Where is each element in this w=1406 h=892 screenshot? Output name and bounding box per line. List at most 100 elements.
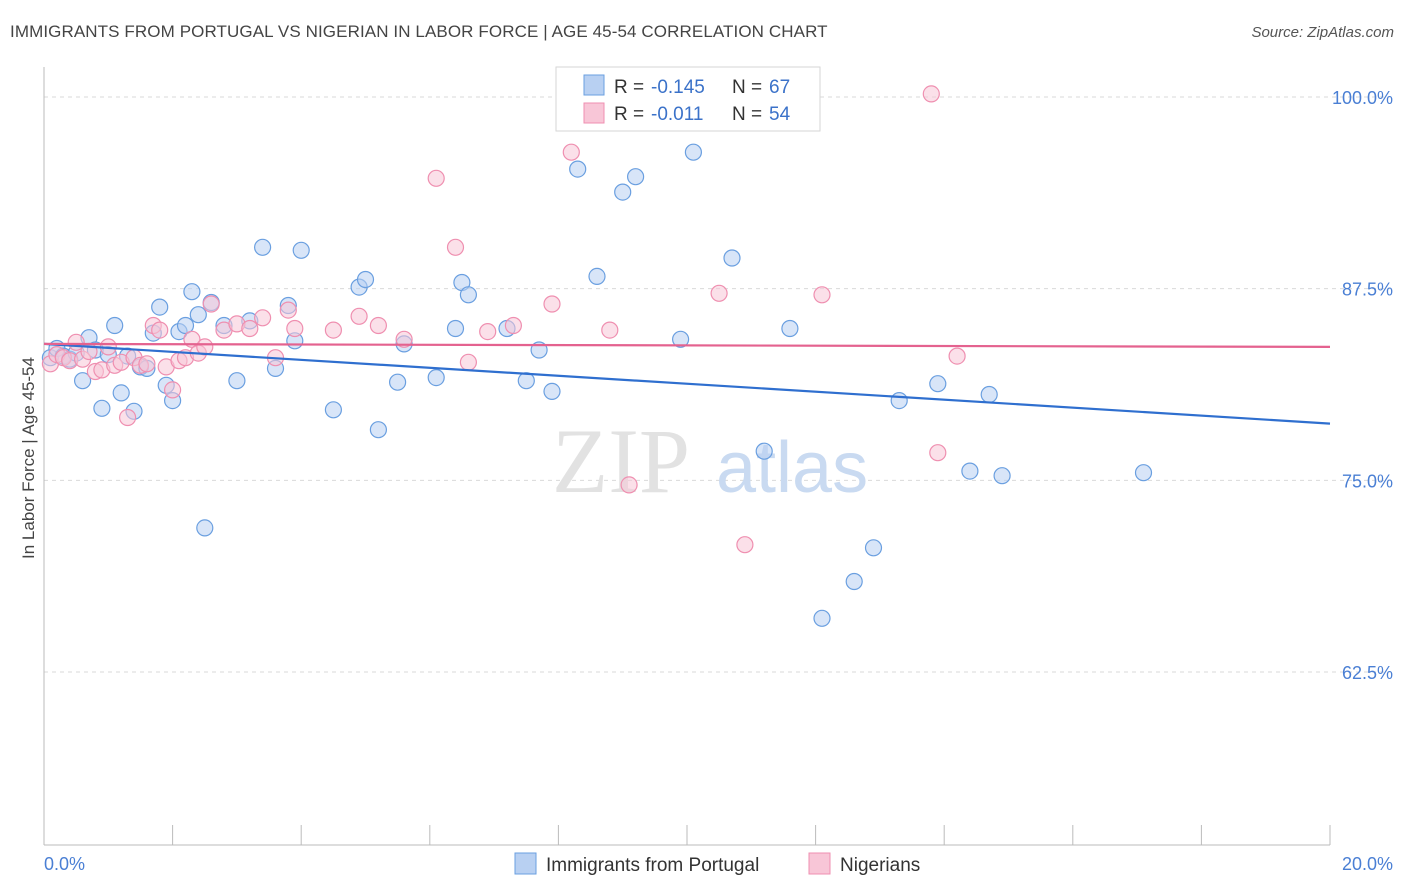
- nigerian-point: [138, 355, 156, 373]
- nigerian-trend-line: [43, 342, 1331, 348]
- series-legend-swatch-nigerians: [808, 852, 831, 875]
- portugal-point: [961, 462, 979, 480]
- nigerian-point: [118, 408, 137, 427]
- portugal-point: [292, 241, 310, 259]
- portugal-point: [369, 421, 387, 439]
- nigerian-point: [620, 476, 638, 494]
- nigerian-point: [446, 238, 465, 256]
- series-legend-swatch-portugal: [514, 852, 537, 875]
- portugal-point: [755, 442, 773, 460]
- y-tick-label: 62.5%: [1342, 663, 1393, 683]
- source-credit: Source: ZipAtlas.com: [1251, 24, 1394, 41]
- nigerian-point: [459, 353, 477, 371]
- portugal-point: [845, 572, 863, 591]
- stats-legend-n-value: 67: [769, 77, 790, 98]
- portugal-point: [723, 249, 741, 267]
- tick-labels: 100.0% 87.5% 75.0% 62.5% 0.0% 20.0%: [44, 88, 1393, 874]
- nigerian-point: [948, 347, 966, 365]
- nigerian-point: [202, 295, 220, 313]
- stats-legend-n-value: 54: [769, 104, 791, 125]
- nigerian-point: [324, 321, 342, 339]
- nigerian-point: [479, 323, 497, 341]
- nigerian-point: [929, 444, 947, 462]
- nigerian-point: [254, 309, 272, 327]
- portugal-point: [671, 330, 690, 348]
- portugal-point: [684, 143, 703, 161]
- y-axis-label: In Labor Force | Age 45-54: [19, 357, 38, 559]
- nigerian-point: [286, 319, 304, 338]
- portugal-point: [1134, 464, 1153, 482]
- stats-legend-r-value: -0.011: [651, 104, 703, 125]
- portugal-point: [929, 375, 947, 393]
- nigerian-point: [279, 301, 297, 319]
- portugal-point: [980, 385, 998, 404]
- series-legend-label-portugal: Immigrants from Portugal: [546, 855, 759, 876]
- nigerian-point: [151, 321, 169, 339]
- nigerian-point: [813, 286, 831, 304]
- nigerian-point: [350, 307, 368, 325]
- nigerian-point: [395, 330, 413, 348]
- nigerian-point: [710, 284, 728, 302]
- portugal-point: [93, 399, 111, 417]
- portugal-point: [254, 238, 272, 256]
- portugal-point: [228, 372, 246, 390]
- portugal-point: [626, 168, 645, 186]
- y-tick-label: 100.0%: [1332, 88, 1393, 108]
- watermark-atlas: atlas: [716, 428, 868, 508]
- data-points: [41, 85, 1153, 627]
- portugal-point: [389, 373, 407, 391]
- stats-legend-r-label: R =: [614, 77, 644, 98]
- grid-lines: [44, 96, 1390, 673]
- nigerian-point: [427, 169, 445, 187]
- portugal-point: [106, 316, 124, 335]
- nigerian-point: [601, 321, 619, 339]
- nigerian-point: [504, 316, 523, 335]
- nigerian-point: [922, 85, 940, 103]
- stats-legend-r-label: R =: [614, 104, 644, 125]
- x-tick-label: 20.0%: [1342, 854, 1393, 874]
- watermark-zip: ZIP: [552, 410, 690, 512]
- x-tick-label: 0.0%: [44, 854, 85, 874]
- series-legend: Immigrants from Portugal Nigerians: [514, 852, 920, 876]
- nigerian-point: [562, 143, 580, 161]
- portugal-point: [73, 372, 92, 390]
- watermark: ZIP atlas: [552, 410, 868, 512]
- portugal-point: [446, 319, 465, 338]
- portugal-point: [459, 286, 477, 304]
- portugal-point: [183, 283, 201, 301]
- portugal-point: [176, 316, 195, 335]
- portugal-point: [324, 401, 342, 419]
- portugal-point: [614, 183, 632, 201]
- stats-legend-swatch-pink: [583, 102, 605, 124]
- portugal-point: [151, 298, 169, 316]
- chart-title: IMMIGRANTS FROM PORTUGAL VS NIGERIAN IN …: [10, 22, 828, 41]
- stats-legend-swatch-blue: [583, 74, 605, 96]
- series-legend-label-nigerians: Nigerians: [840, 855, 920, 876]
- nigerian-point: [241, 319, 259, 338]
- trend-lines: [43, 342, 1331, 425]
- nigerian-point: [164, 381, 182, 399]
- stats-legend-n-label: N =: [732, 104, 762, 125]
- portugal-point: [864, 539, 883, 557]
- portugal-point: [781, 319, 799, 338]
- nigerian-point: [369, 316, 387, 335]
- portugal-point: [890, 392, 908, 410]
- portugal-point: [569, 160, 587, 178]
- y-tick-label: 87.5%: [1342, 280, 1393, 300]
- portugal-point: [356, 270, 375, 289]
- portugal-point: [543, 382, 561, 400]
- y-tick-label: 75.0%: [1342, 471, 1393, 491]
- portugal-point: [993, 467, 1011, 485]
- portugal-point: [427, 369, 445, 387]
- portugal-point: [189, 306, 207, 324]
- portugal-trend-line: [43, 342, 1331, 425]
- stats-legend: R = -0.145 N = 67 R = -0.011 N = 54: [555, 66, 821, 132]
- nigerian-point: [543, 295, 561, 313]
- portugal-point: [588, 267, 606, 285]
- portugal-point: [196, 519, 214, 537]
- stats-legend-r-value: -0.145: [651, 77, 705, 98]
- portugal-point: [112, 384, 130, 402]
- stats-legend-n-label: N =: [732, 77, 762, 98]
- portugal-point: [813, 609, 831, 627]
